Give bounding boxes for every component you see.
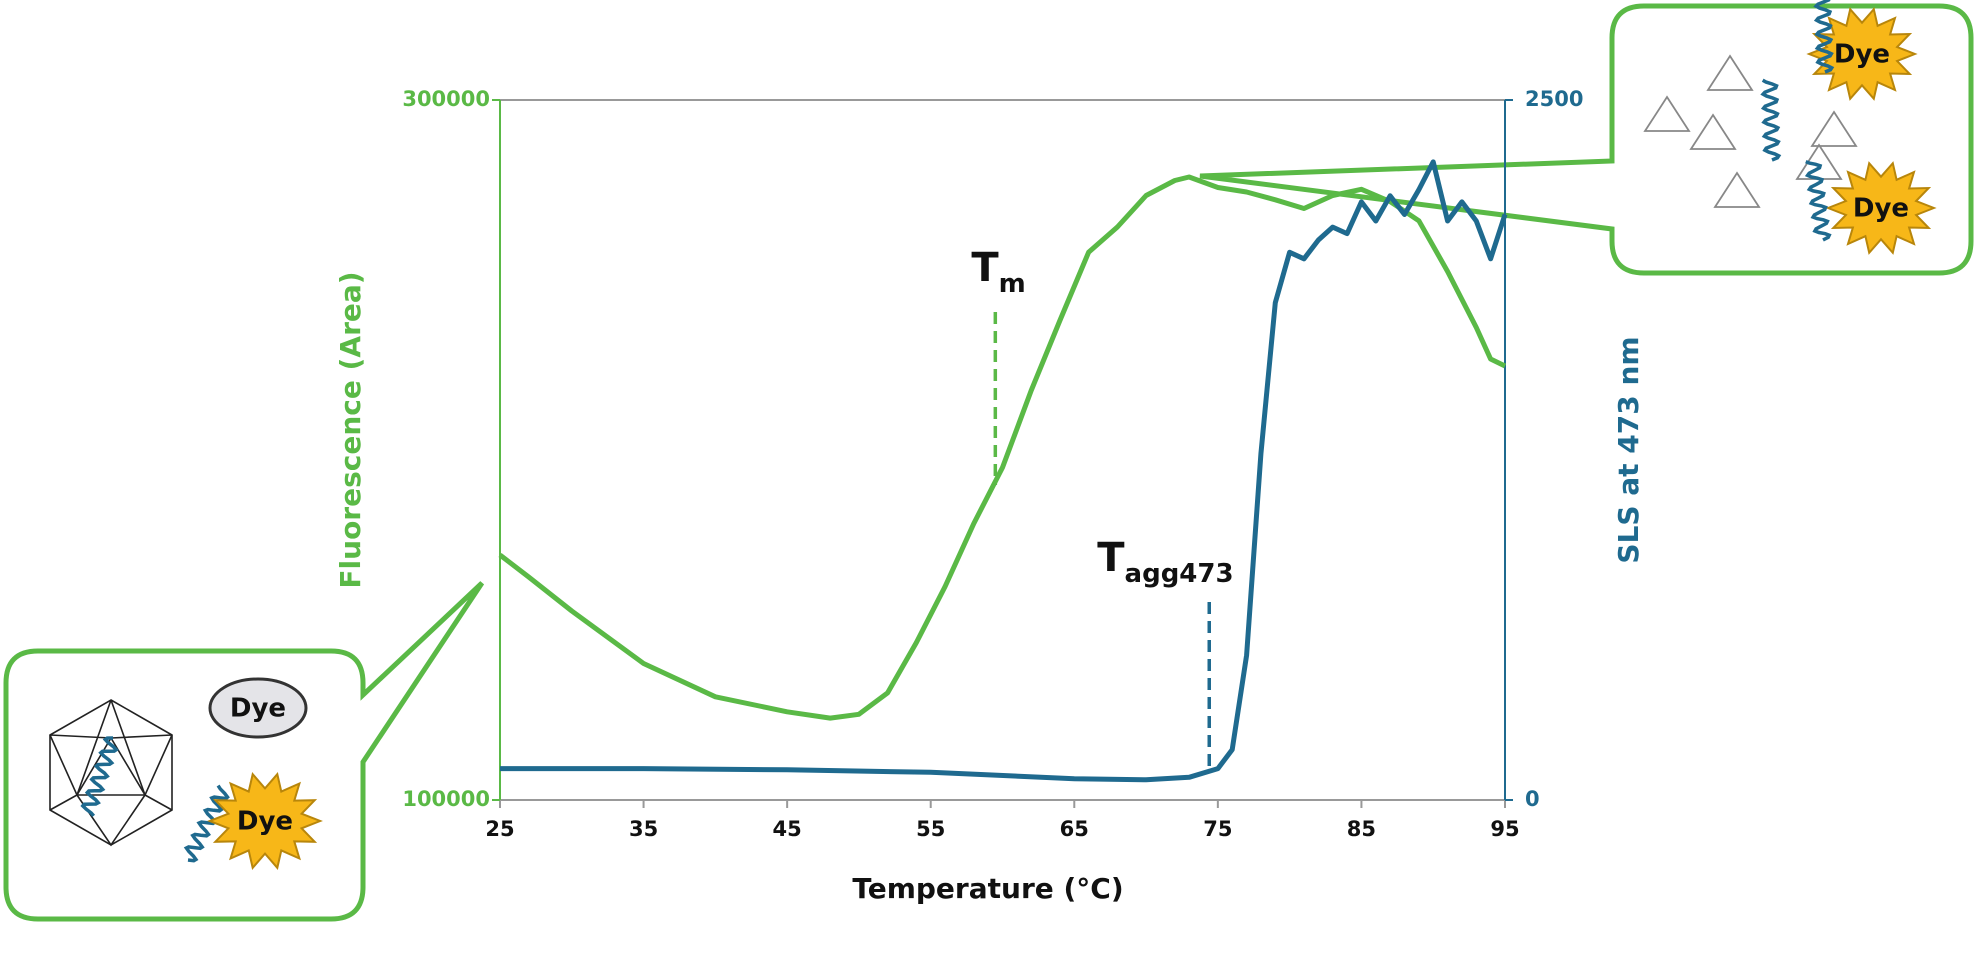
dye-star	[1806, 7, 1918, 101]
data-line	[500, 159, 1508, 783]
x-tick-label: 55	[916, 817, 945, 841]
dye-star	[1825, 161, 1937, 255]
y2-tick-label: 0	[1525, 787, 1540, 811]
dye-label: Dye	[237, 807, 293, 837]
annotation-text: T	[1097, 535, 1125, 581]
data-line	[498, 174, 1507, 721]
nucleic-acid	[1804, 159, 1832, 242]
x-axis-title: Temperature (°C)	[852, 872, 1123, 905]
x-tick-label: 75	[1203, 817, 1232, 841]
y2-tick-label: 2500	[1525, 87, 1583, 111]
y2-axis-title: SLS at 473 nm	[1612, 336, 1645, 563]
x-tick-label: 95	[1490, 817, 1519, 841]
y-tick-label: 300000	[402, 87, 490, 111]
nucleic-acid	[1813, 0, 1835, 74]
x-tick-label: 65	[1060, 817, 1089, 841]
dye-label: Dye	[1853, 194, 1909, 224]
x-tick-label: 45	[773, 817, 802, 841]
nucleic-acid	[1760, 78, 1782, 162]
y-tick-label: 100000	[402, 787, 490, 811]
callout-box	[1199, 3, 1974, 276]
y-axis-title: Fluorescence (Area)	[334, 271, 367, 588]
dye-star	[207, 772, 323, 870]
annotation-subscript: agg473	[1125, 559, 1234, 589]
dye-free	[208, 677, 308, 739]
nucleic-acid	[183, 784, 230, 863]
annotation-subscript: m	[999, 269, 1026, 299]
dye-label: Dye	[230, 694, 286, 724]
x-tick-label: 85	[1347, 817, 1376, 841]
callout-box	[3, 581, 485, 922]
x-tick-label: 25	[485, 817, 514, 841]
dye-label: Dye	[1834, 40, 1890, 70]
annotation: Tagg473	[1097, 535, 1233, 589]
annotation: Tm	[971, 245, 1025, 299]
annotation-text: T	[971, 245, 999, 291]
x-tick-label: 35	[629, 817, 658, 841]
nucleic-acid	[80, 736, 119, 818]
